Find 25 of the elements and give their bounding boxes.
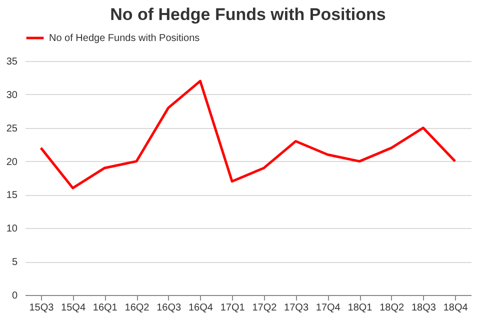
- legend-label: No of Hedge Funds with Positions: [49, 33, 200, 44]
- line-series: [40, 80, 456, 190]
- x-tick-label: 17Q4: [316, 302, 341, 314]
- y-tick-label: 15: [6, 190, 18, 202]
- x-tick-label: 16Q4: [188, 302, 214, 314]
- x-tick-label: 17Q1: [220, 302, 246, 314]
- x-tick-label: 16Q3: [156, 302, 182, 314]
- chart-title: No of Hedge Funds with Positions: [110, 5, 386, 24]
- x-tick-label: 18Q1: [348, 302, 373, 314]
- x-tick-label: 15Q3: [29, 302, 54, 314]
- y-tick-label: 5: [12, 257, 18, 268]
- y-tick-label: 10: [6, 224, 18, 235]
- y-tick-label: 20: [6, 156, 18, 168]
- x-tick-label: 16Q2: [124, 302, 150, 314]
- x-tick-label: 18Q4: [443, 302, 468, 314]
- x-tick-label: 15Q4: [61, 302, 86, 314]
- x-tick-label: 16Q1: [92, 302, 118, 314]
- x-tick-label: 18Q3: [411, 302, 436, 314]
- y-tick-label: 25: [6, 123, 18, 134]
- y-tick-label: 35: [6, 56, 18, 68]
- x-tick-label: 17Q2: [252, 302, 278, 314]
- x-tick-label: 18Q2: [380, 302, 405, 314]
- x-tick-label: 17Q3: [284, 302, 309, 314]
- y-tick-label: 30: [6, 90, 18, 101]
- y-tick-label: 0: [12, 290, 18, 302]
